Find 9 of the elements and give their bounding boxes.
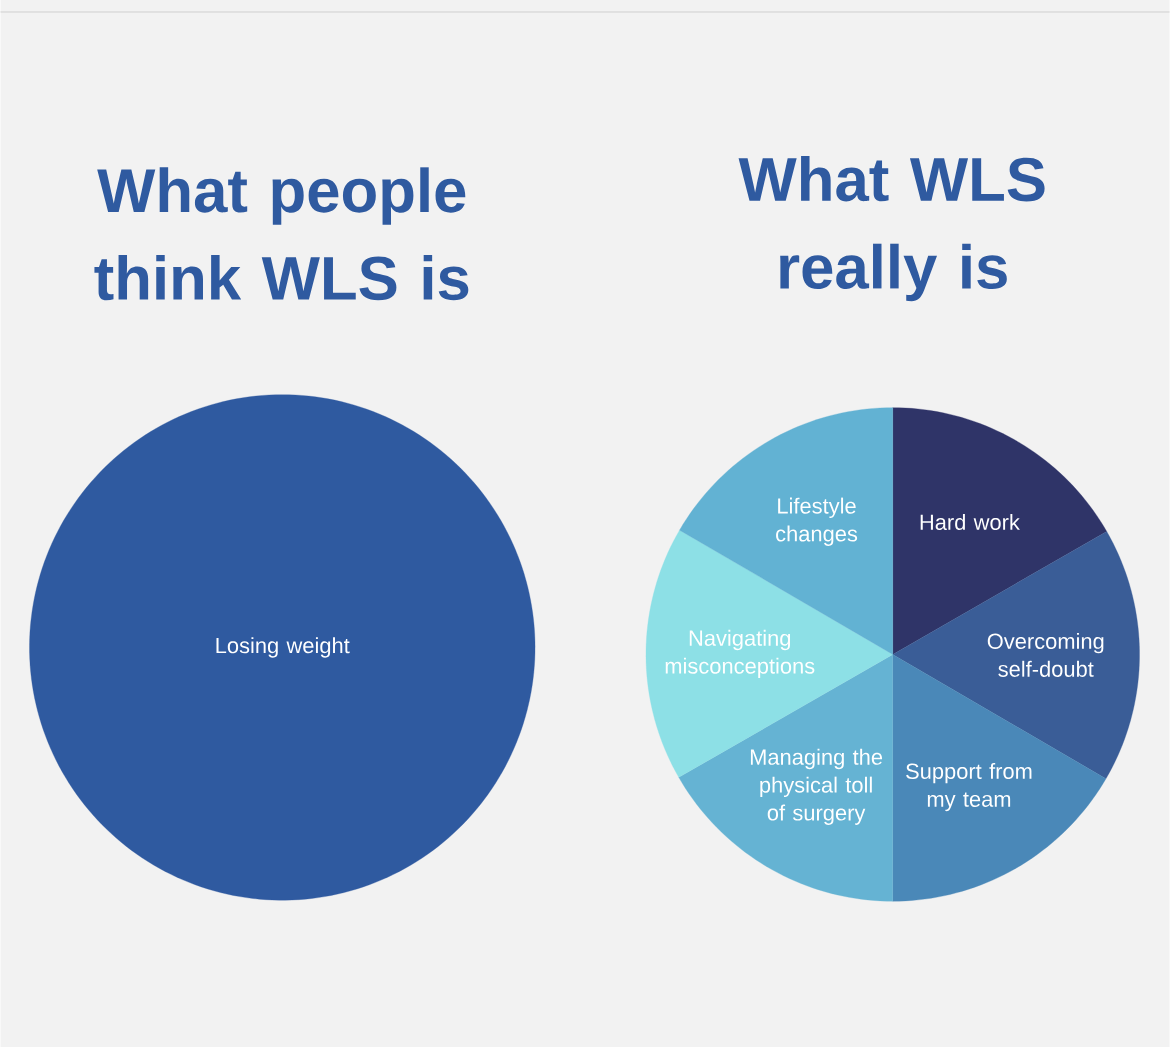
slice-label: Overcoming self-doubt: [987, 632, 1104, 677]
chart-title: What WLS really is: [738, 156, 1045, 302]
slice-label: Managing the physical toll of surgery: [750, 748, 883, 825]
slice-label: Losing weight: [216, 637, 350, 658]
slice-label: Hard work: [920, 513, 1020, 530]
slice-label: Navigating misconceptions: [665, 629, 815, 679]
slice-label: Support from my team: [906, 762, 1032, 812]
slice-label: Lifestyle changes: [776, 497, 858, 546]
chart-title: What people think WLS is: [94, 167, 469, 301]
